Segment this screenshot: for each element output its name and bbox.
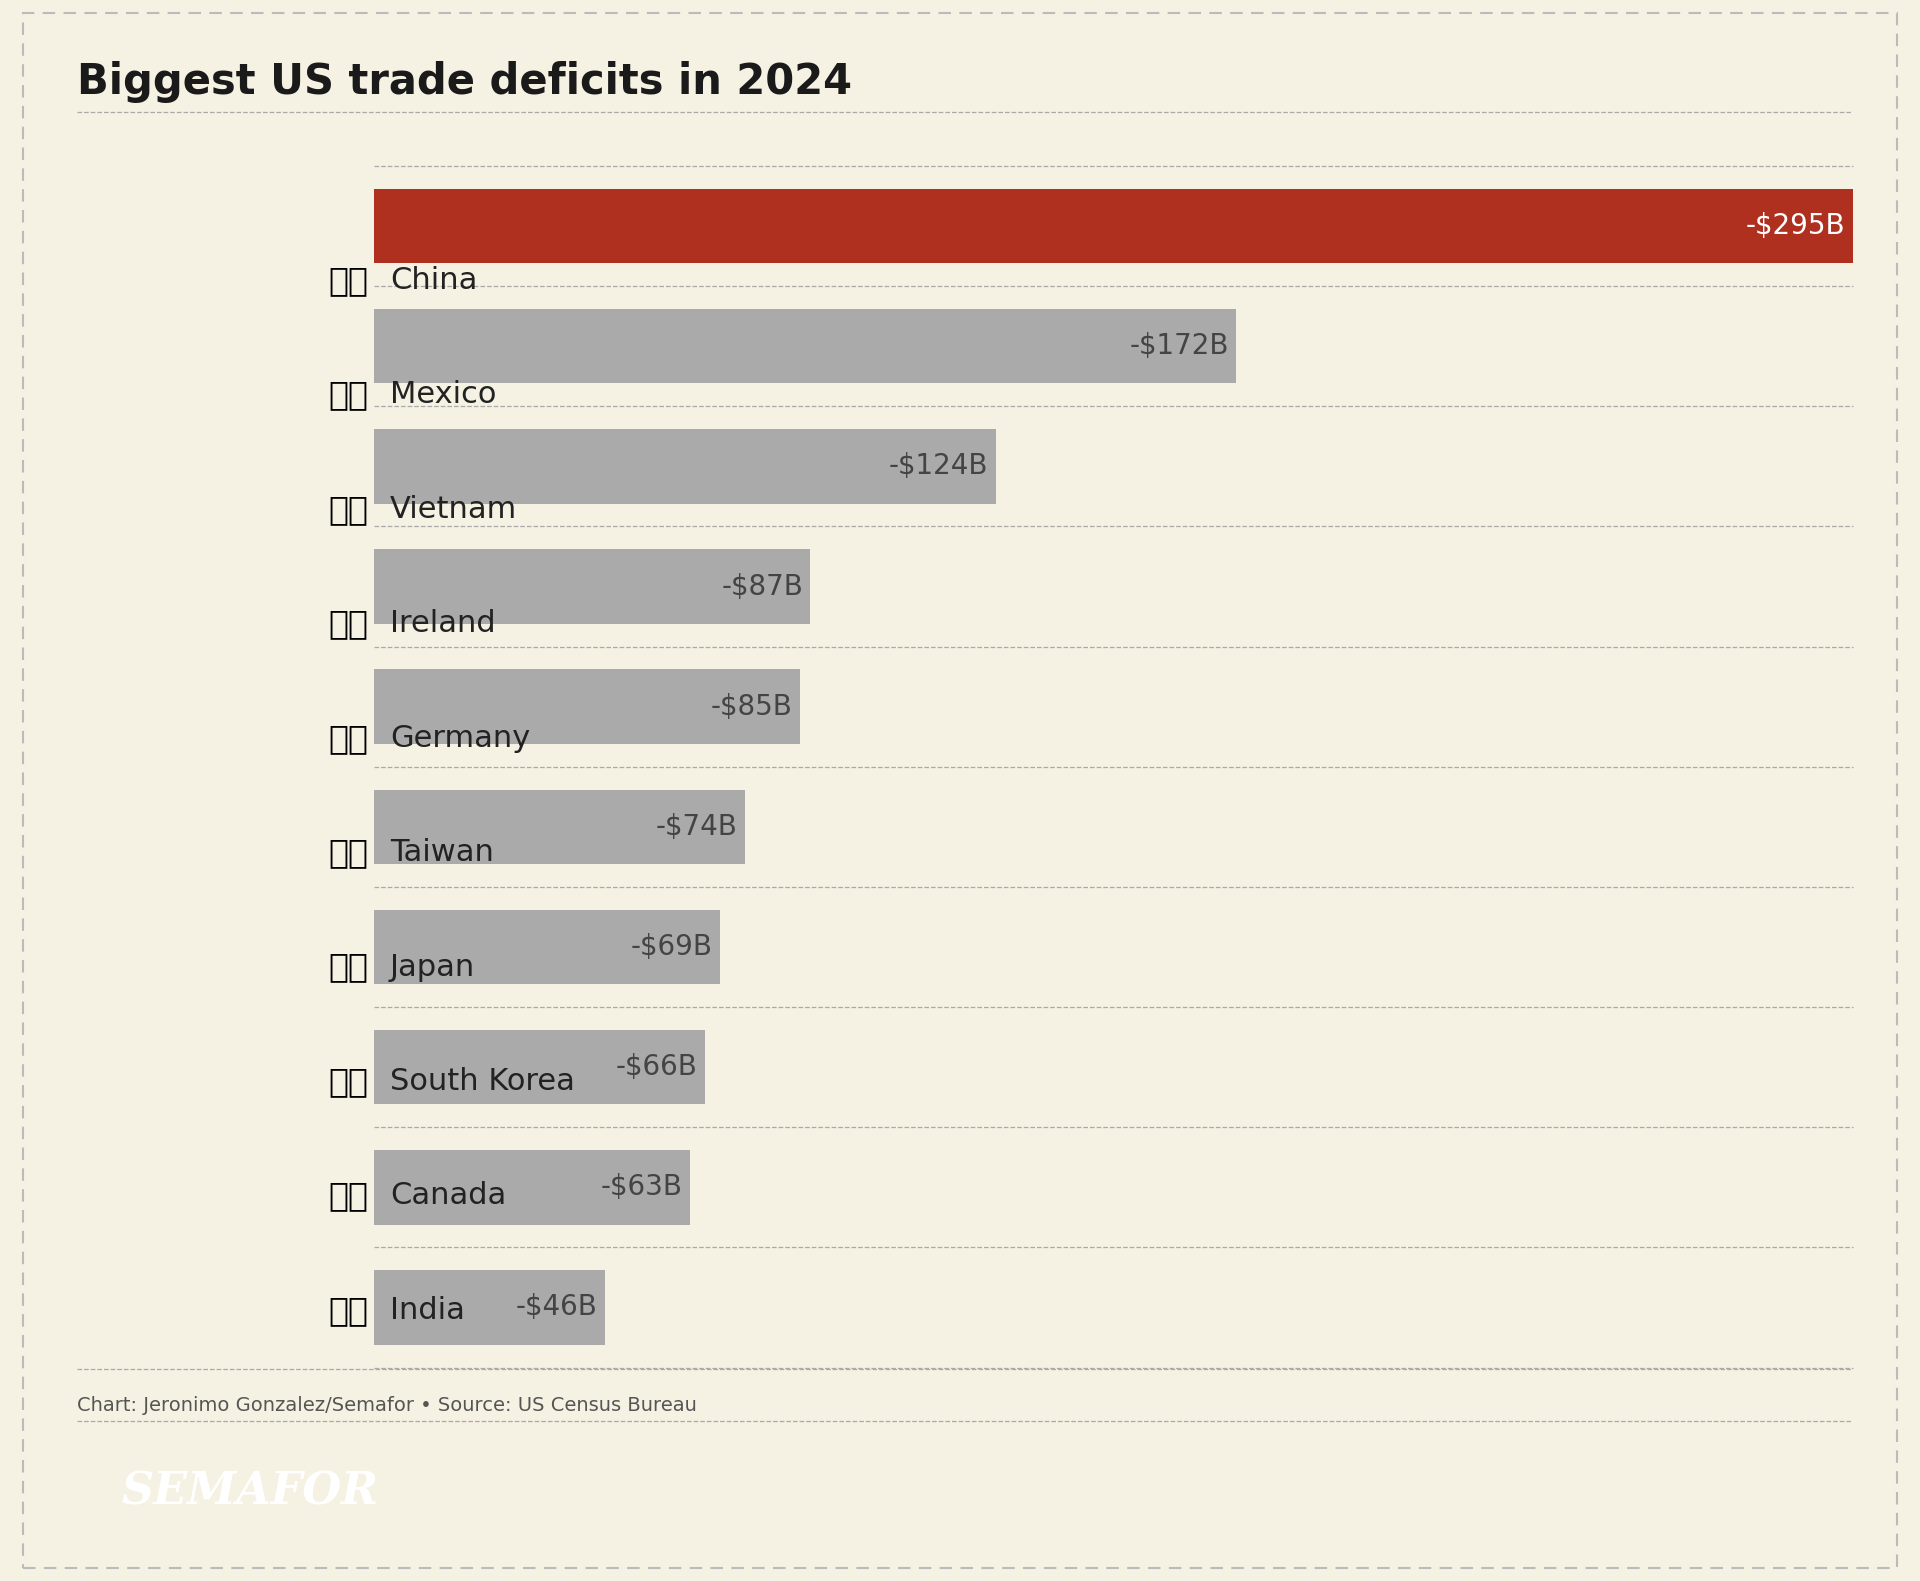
Text: -$85B: -$85B — [710, 692, 793, 721]
Text: -$124B: -$124B — [889, 452, 989, 481]
Text: -$172B: -$172B — [1129, 332, 1229, 360]
Text: 🇯🇵: 🇯🇵 — [328, 950, 369, 983]
Text: -$63B: -$63B — [601, 1173, 684, 1202]
Text: Biggest US trade deficits in 2024: Biggest US trade deficits in 2024 — [77, 60, 852, 103]
Text: Ireland: Ireland — [390, 609, 495, 639]
Text: -$295B: -$295B — [1745, 212, 1845, 240]
Bar — [374, 1029, 705, 1105]
Text: 🇩🇪: 🇩🇪 — [328, 721, 369, 754]
Bar — [374, 188, 1853, 264]
Bar — [374, 909, 720, 985]
Text: Canada: Canada — [390, 1181, 507, 1211]
Bar — [374, 308, 1236, 384]
Bar — [374, 669, 801, 745]
Bar — [374, 549, 810, 624]
Text: -$46B: -$46B — [516, 1293, 597, 1322]
Text: 🇨🇦: 🇨🇦 — [328, 1179, 369, 1213]
Text: India: India — [390, 1296, 465, 1325]
Text: Taiwan: Taiwan — [390, 838, 493, 866]
Text: -$69B: -$69B — [632, 933, 712, 961]
Text: 🇮🇪: 🇮🇪 — [328, 607, 369, 640]
Text: Germany: Germany — [390, 724, 530, 753]
Bar — [374, 1270, 605, 1345]
Text: China: China — [390, 266, 478, 296]
Text: 🇨🇳: 🇨🇳 — [328, 264, 369, 297]
Text: 🇮🇳: 🇮🇳 — [328, 1293, 369, 1326]
Bar — [374, 1149, 689, 1225]
Text: South Korea: South Korea — [390, 1067, 574, 1096]
Bar — [374, 428, 996, 504]
Text: Japan: Japan — [390, 952, 474, 982]
Text: -$66B: -$66B — [616, 1053, 697, 1081]
Bar — [374, 789, 745, 865]
Text: Mexico: Mexico — [390, 381, 495, 409]
Text: 🇹🇼: 🇹🇼 — [328, 836, 369, 870]
Text: -$87B: -$87B — [722, 572, 803, 601]
Text: Chart: Jeronimo Gonzalez/Semafor • Source: US Census Bureau: Chart: Jeronimo Gonzalez/Semafor • Sourc… — [77, 1396, 697, 1415]
Text: 🇲🇽: 🇲🇽 — [328, 378, 369, 411]
Text: Vietnam: Vietnam — [390, 495, 516, 523]
Text: -$74B: -$74B — [657, 813, 737, 841]
Text: 🇻🇳: 🇻🇳 — [328, 493, 369, 526]
Text: SEMAFOR: SEMAFOR — [121, 1470, 378, 1513]
Text: 🇰🇷: 🇰🇷 — [328, 1066, 369, 1097]
